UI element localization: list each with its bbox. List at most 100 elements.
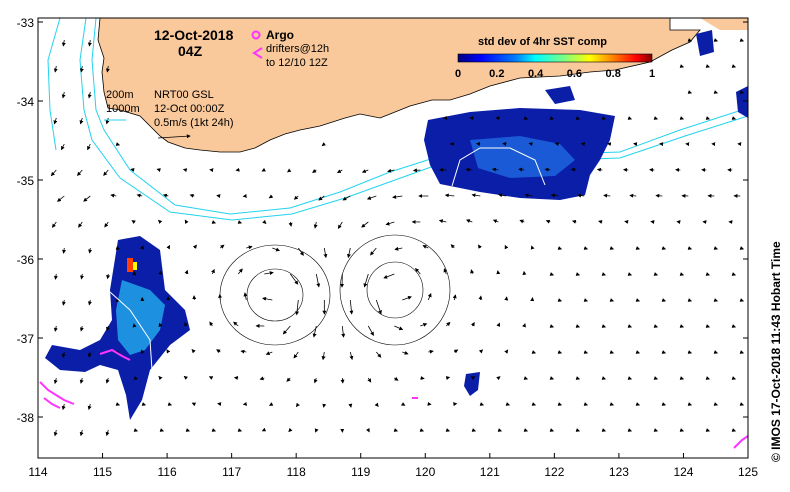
colorbar-gradient xyxy=(457,53,653,63)
argo-legend: Argo xyxy=(251,28,294,42)
current-arrow xyxy=(115,246,121,250)
current-arrow xyxy=(211,268,215,275)
current-arrow xyxy=(731,324,737,328)
current-arrow xyxy=(523,376,529,380)
current-arrow xyxy=(79,65,84,73)
current-vectors xyxy=(50,38,745,437)
current-arrow xyxy=(523,116,529,120)
colorbar-tick-label: 0.2 xyxy=(489,68,504,80)
current-arrow xyxy=(627,272,633,276)
current-arrow xyxy=(191,348,196,354)
current-arrow xyxy=(445,376,451,380)
current-arrow xyxy=(115,298,121,302)
y-axis: -33 -34 -35 -36 -37 -38 xyxy=(17,16,748,425)
current-arrow xyxy=(342,195,351,201)
plot-frame xyxy=(37,17,749,459)
current-arrow xyxy=(261,167,266,172)
current-arrow xyxy=(549,376,555,380)
current-arrow xyxy=(131,220,136,224)
colorbar: std dev of 4hr SST comp 0 0.2 0.4 0.6 0.8 1 xyxy=(455,36,655,80)
x-tick-label: 121 xyxy=(480,465,500,479)
header-time: 04Z xyxy=(178,43,203,59)
current-arrow xyxy=(80,273,84,280)
drifter-tracks xyxy=(39,348,749,449)
y-tick-label: -36 xyxy=(17,253,35,267)
current-arrow xyxy=(596,167,603,172)
current-arrow xyxy=(220,244,225,249)
current-arrow xyxy=(635,350,641,354)
current-arrow xyxy=(504,349,509,354)
current-arrow xyxy=(240,349,247,354)
x-tick-label: 114 xyxy=(28,465,47,479)
current-arrow xyxy=(549,116,555,120)
sst-hotspot xyxy=(127,258,133,272)
current-arrow xyxy=(653,376,659,380)
current-arrow xyxy=(465,167,473,172)
current-arrow xyxy=(713,298,719,302)
current-arrow xyxy=(609,350,615,354)
current-arrow xyxy=(57,195,65,202)
current-arrow xyxy=(445,428,451,432)
sst-patch-east-lighter xyxy=(470,136,575,178)
current-arrow xyxy=(312,169,317,173)
current-arrow xyxy=(661,402,667,406)
current-arrow xyxy=(400,402,406,406)
current-arrow xyxy=(394,376,399,381)
current-arrow xyxy=(438,219,447,224)
current-arrow xyxy=(158,270,163,275)
current-arrow xyxy=(282,325,291,335)
current-arrow xyxy=(575,116,581,120)
drifter-icon xyxy=(252,47,263,59)
current-arrow xyxy=(393,428,399,432)
current-arrow xyxy=(53,377,58,385)
current-arrow xyxy=(268,194,274,199)
current-arrow xyxy=(731,64,737,68)
current-arrow xyxy=(156,168,161,172)
current-arrow xyxy=(375,299,382,315)
current-arrow xyxy=(192,244,197,249)
current-arrow xyxy=(106,273,111,280)
current-arrow xyxy=(166,244,171,250)
current-arrow xyxy=(557,402,563,406)
current-arrow xyxy=(505,402,511,406)
current-arrow xyxy=(470,269,475,275)
current-arrow xyxy=(363,273,369,288)
current-arrow xyxy=(394,246,403,251)
current-arrow xyxy=(370,247,377,256)
current-arrow xyxy=(679,272,685,276)
current-arrow xyxy=(479,402,485,406)
x-tick-label: 120 xyxy=(415,465,435,479)
current-arrow xyxy=(87,39,92,47)
current-arrow xyxy=(288,427,293,433)
current-arrow xyxy=(166,349,171,354)
sst-warm-spot xyxy=(133,262,137,270)
sst-stddev-patches xyxy=(45,30,748,420)
current-arrow xyxy=(687,38,693,42)
current-arrow xyxy=(705,64,711,68)
current-arrow xyxy=(376,351,382,358)
current-arrow xyxy=(478,349,484,354)
current-arrow xyxy=(687,402,693,406)
current-arrow xyxy=(61,91,66,99)
current-arrow xyxy=(531,350,537,354)
current-arrow xyxy=(189,193,195,198)
current-arrow xyxy=(262,296,273,301)
current-arrow xyxy=(687,298,693,302)
current-arrow xyxy=(739,298,745,302)
colorbar-tick-label: 0.6 xyxy=(567,68,582,80)
label-200m: 200m xyxy=(106,89,134,101)
label-1000m: 1000m xyxy=(106,103,140,115)
current-arrow xyxy=(402,295,412,301)
current-arrow xyxy=(261,427,267,432)
sst-patch-west-lighter xyxy=(116,280,165,355)
current-arrow xyxy=(336,169,343,174)
current-arrow xyxy=(427,293,432,301)
float-tracks xyxy=(109,147,546,371)
current-arrow xyxy=(554,142,559,147)
current-arrow xyxy=(731,428,737,432)
current-arrow xyxy=(653,272,659,276)
current-arrow xyxy=(105,377,110,384)
current-arrow xyxy=(61,403,66,411)
current-arrow xyxy=(544,167,551,172)
